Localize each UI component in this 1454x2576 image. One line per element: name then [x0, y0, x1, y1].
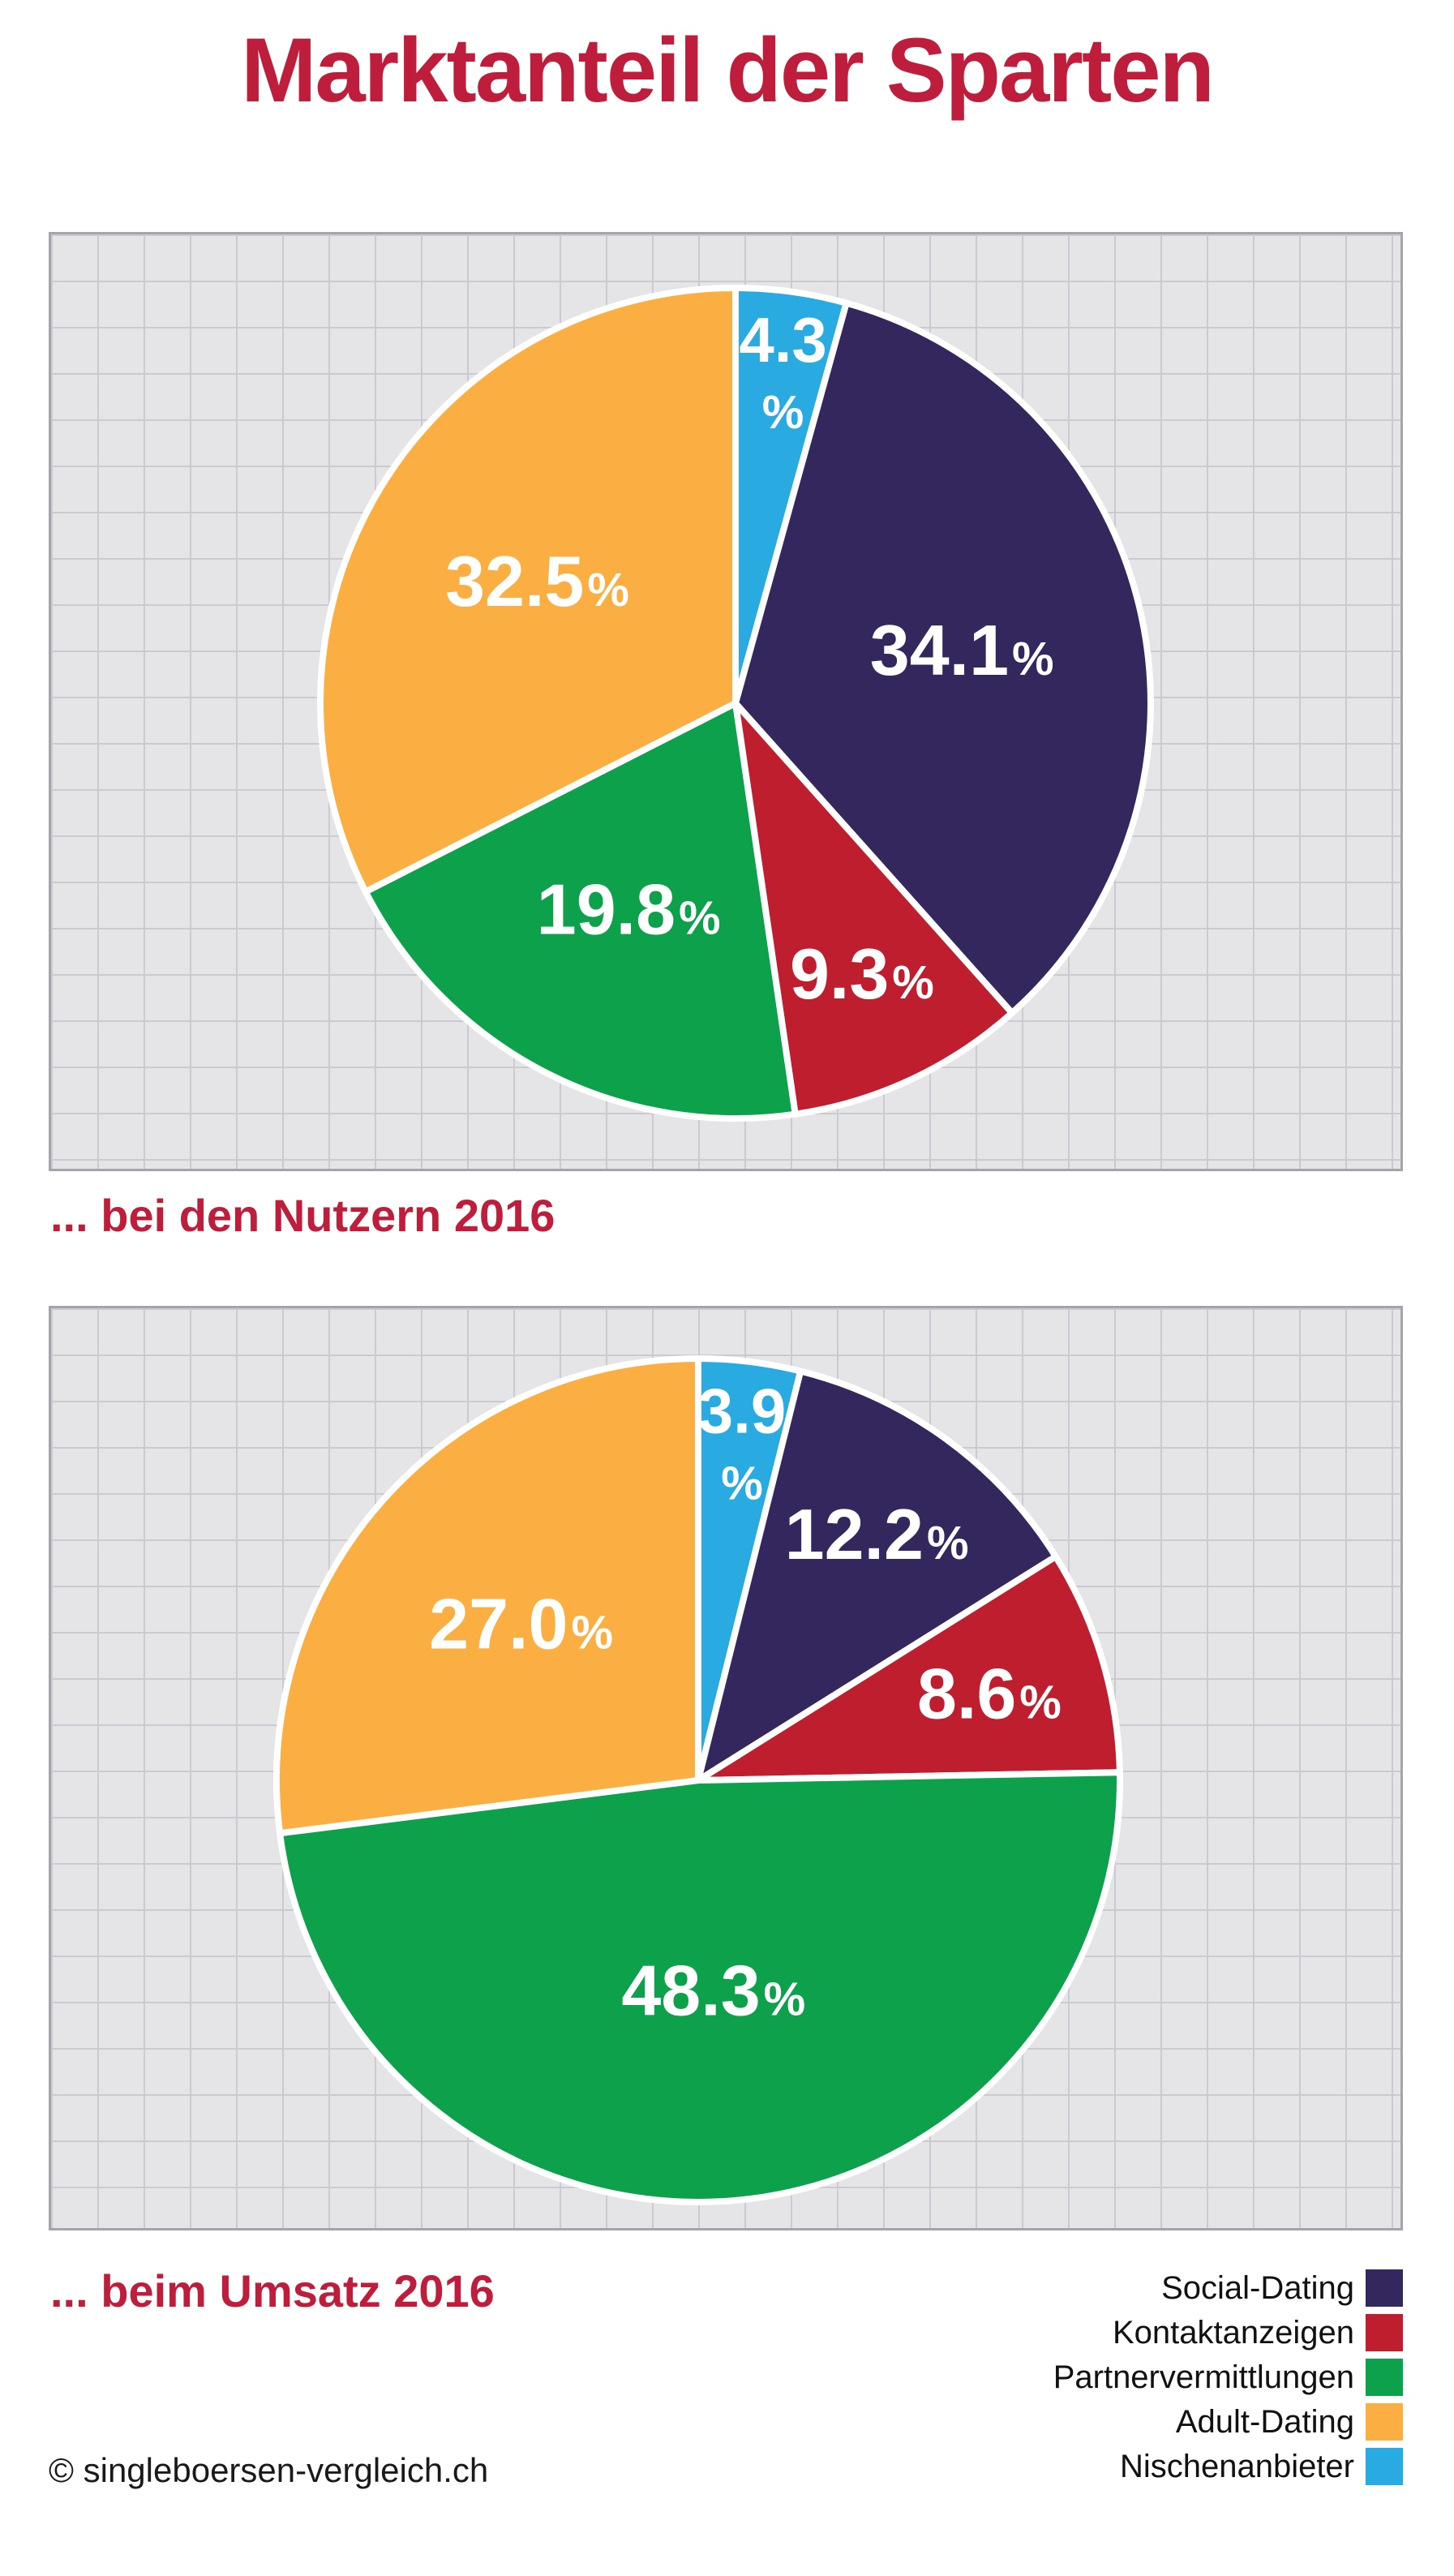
copyright-text: © singleboersen-vergleich.ch: [49, 2451, 489, 2489]
pie-chart-users: 4.3% 34.1% 9.3% 19.8% 32.5%: [317, 285, 1154, 1123]
legend-label: Kontaktanzeigen: [1112, 2314, 1354, 2351]
chart-caption-users: ... bei den Nutzern 2016: [50, 1190, 555, 1241]
chart-caption-revenue: ... beim Umsatz 2016: [50, 2265, 495, 2316]
pie-slice-adult-dating: [273, 1355, 701, 1837]
pie-slice-value-label-partnervermittlungen: 19.8%: [537, 869, 721, 950]
pie-slice-value-label-partnervermittlungen: 48.3%: [621, 1950, 805, 2030]
pie-slice-social-dating: [695, 1367, 1059, 1784]
legend-label: Adult-Dating: [1175, 2403, 1354, 2440]
pie-slice-unit-label-nischenanbieter: %: [721, 1457, 763, 1509]
legend-item-adult-dating: Adult-Dating: [1176, 2403, 1403, 2441]
pie-slice-partnervermittlungen: [277, 1769, 1123, 2205]
pie-slice-kontaktanzeigen: [695, 1553, 1123, 1784]
pie-slice-value-label-kontaktanzeigen: 8.6%: [917, 1653, 1062, 1733]
chart-panel-users: 4.3% 34.1% 9.3% 19.8% 32.5%: [49, 232, 1403, 1171]
legend-item-nischenanbieter: Nischenanbieter: [1120, 2448, 1403, 2485]
legend-item-kontaktanzeigen: Kontaktanzeigen: [1113, 2314, 1403, 2351]
pie-chart-revenue: 3.9% 12.2% 8.6% 48.3% 27.0%: [273, 1355, 1123, 2205]
pie-slice-value-label-social-dating: 34.1%: [870, 610, 1054, 690]
page-title: Marktanteil der Sparten: [241, 19, 1215, 121]
pie-slice-adult-dating: [317, 285, 739, 895]
pie-slice-unit-label-nischenanbieter: %: [762, 386, 804, 439]
legend-color-swatch: [1366, 2269, 1403, 2307]
pie-slice-kontaktanzeigen: [732, 700, 1015, 1118]
pie-slice-partnervermittlungen: [362, 700, 799, 1123]
chart-legend: Social-Dating Kontaktanzeigen Partnervermi…: [1053, 2269, 1403, 2485]
legend-color-swatch: [1366, 2448, 1403, 2485]
pie-slice-value-label-kontaktanzeigen: 9.3%: [790, 934, 934, 1014]
legend-item-social-dating: Social-Dating: [1161, 2269, 1403, 2307]
legend-label: Nischenanbieter: [1119, 2448, 1354, 2484]
legend-item-partnervermittlungen: Partnervermittlungen: [1053, 2359, 1403, 2396]
legend-color-swatch: [1366, 2314, 1403, 2351]
legend-color-swatch: [1366, 2359, 1403, 2396]
chart-panel-revenue: 3.9% 12.2% 8.6% 48.3% 27.0%: [49, 1306, 1403, 2230]
pie-slice-value-label-nischenanbieter: 4.3: [739, 304, 826, 376]
pie-slice-value-label-adult-dating: 32.5%: [445, 541, 629, 621]
pie-slice-value-label-social-dating: 12.2%: [785, 1494, 969, 1574]
pie-slice-social-dating: [732, 299, 1154, 1016]
legend-color-swatch: [1366, 2403, 1403, 2441]
pie-slice-value-label-nischenanbieter: 3.9: [698, 1375, 786, 1446]
legend-label: Social-Dating: [1161, 2269, 1354, 2306]
legend-label: Partnervermittlungen: [1053, 2359, 1354, 2395]
pie-slice-value-label-adult-dating: 27.0%: [429, 1583, 613, 1664]
